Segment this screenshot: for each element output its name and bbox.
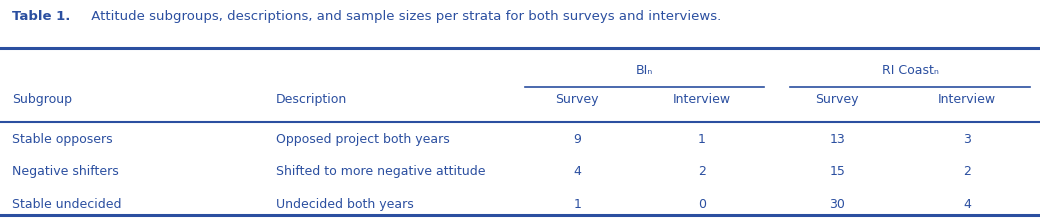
Text: Survey: Survey — [555, 93, 599, 106]
Text: Subgroup: Subgroup — [12, 93, 73, 106]
Text: 2: 2 — [963, 165, 971, 178]
Text: Stable undecided: Stable undecided — [12, 198, 122, 211]
Text: 9: 9 — [573, 133, 581, 146]
Text: Attitude subgroups, descriptions, and sample sizes per strata for both surveys a: Attitude subgroups, descriptions, and sa… — [87, 10, 722, 23]
Text: Opposed project both years: Opposed project both years — [276, 133, 449, 146]
Text: Stable opposers: Stable opposers — [12, 133, 113, 146]
Text: Survey: Survey — [815, 93, 859, 106]
Text: 2: 2 — [698, 165, 706, 178]
Text: Shifted to more negative attitude: Shifted to more negative attitude — [276, 165, 485, 178]
Text: 30: 30 — [829, 198, 846, 211]
Text: 4: 4 — [573, 165, 581, 178]
Text: Interview: Interview — [673, 93, 731, 106]
Text: Description: Description — [276, 93, 347, 106]
Text: Undecided both years: Undecided both years — [276, 198, 413, 211]
Text: 4: 4 — [963, 198, 971, 211]
Text: 1: 1 — [698, 133, 706, 146]
Text: BIₙ: BIₙ — [636, 64, 653, 77]
Text: 15: 15 — [829, 165, 846, 178]
Text: Negative shifters: Negative shifters — [12, 165, 120, 178]
Text: 1: 1 — [573, 198, 581, 211]
Text: Interview: Interview — [938, 93, 996, 106]
Text: 0: 0 — [698, 198, 706, 211]
Text: 13: 13 — [829, 133, 846, 146]
Text: Table 1.: Table 1. — [12, 10, 71, 23]
Text: RI Coastₙ: RI Coastₙ — [882, 64, 938, 77]
Text: 3: 3 — [963, 133, 971, 146]
